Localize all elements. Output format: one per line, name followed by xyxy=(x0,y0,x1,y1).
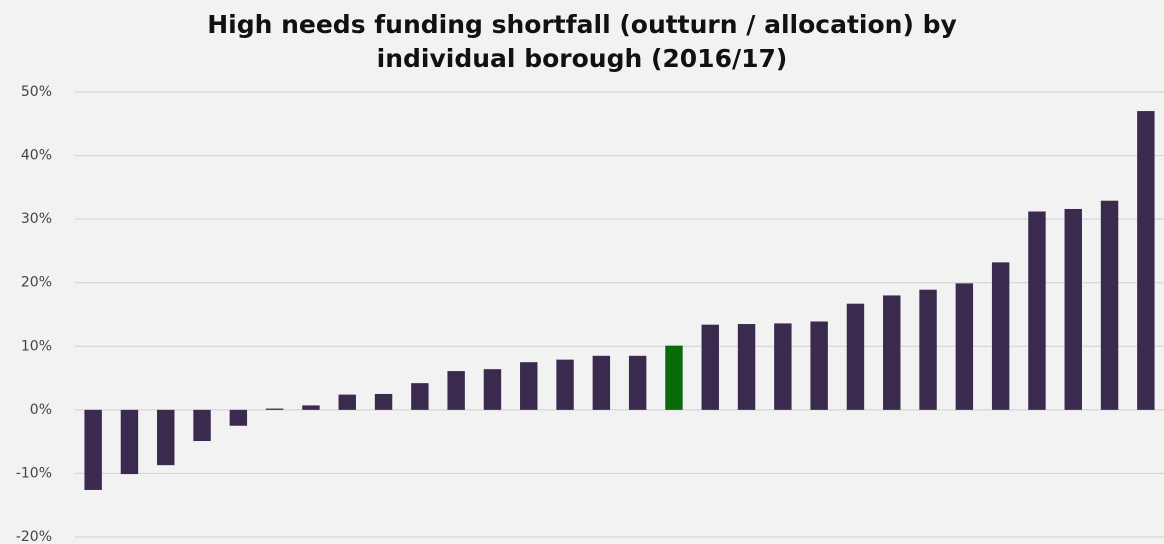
bar xyxy=(157,409,175,466)
bar xyxy=(1064,208,1082,410)
bar xyxy=(302,405,320,410)
y-tick-label: -20% xyxy=(16,529,52,544)
y-tick-label: 10% xyxy=(21,338,52,354)
bar xyxy=(84,409,102,490)
bar xyxy=(483,369,502,410)
bar xyxy=(374,393,393,410)
y-tick-label: -10% xyxy=(16,465,52,481)
bar xyxy=(883,295,901,410)
bar xyxy=(1028,211,1046,410)
bar xyxy=(556,359,574,410)
y-tick-label: 50% xyxy=(21,84,52,100)
bar xyxy=(737,324,756,410)
bar xyxy=(193,409,211,442)
bar xyxy=(592,355,611,410)
bar xyxy=(1137,111,1155,410)
bar xyxy=(120,409,139,475)
bar xyxy=(665,345,683,410)
title-box: High needs funding shortfall (outturn / … xyxy=(0,8,1164,76)
bar xyxy=(774,323,792,410)
bar xyxy=(955,283,974,410)
bar xyxy=(447,371,465,410)
bar xyxy=(265,408,284,410)
y-tick-label: 0% xyxy=(30,402,52,418)
bar xyxy=(1100,200,1119,410)
bar xyxy=(628,355,647,410)
bar xyxy=(846,303,865,410)
bar xyxy=(229,409,248,426)
bar xyxy=(991,262,1010,410)
bar xyxy=(411,383,429,410)
y-tick-label: 40% xyxy=(21,148,52,164)
y-tick-label: 20% xyxy=(21,275,52,291)
bar xyxy=(810,321,828,410)
y-tick-label: 30% xyxy=(21,211,52,227)
bar xyxy=(701,324,719,410)
bar xyxy=(520,362,538,410)
bar xyxy=(919,289,937,410)
chart-title: High needs funding shortfall (outturn / … xyxy=(207,10,957,73)
bar xyxy=(338,394,356,410)
